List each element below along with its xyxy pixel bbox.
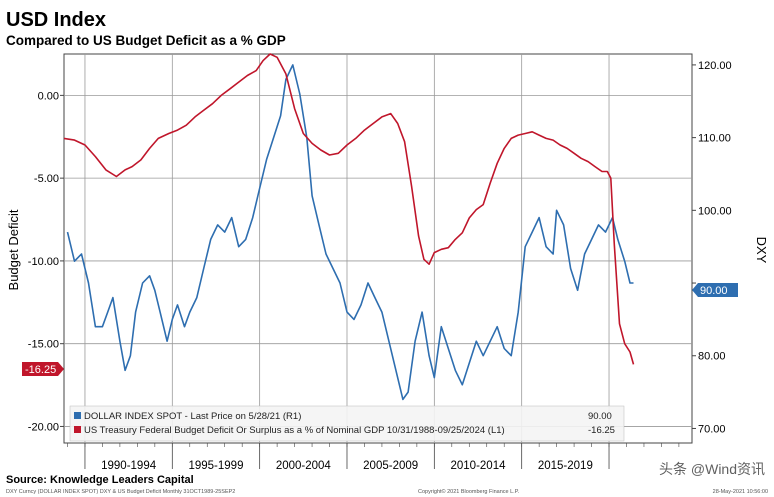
budget-deficit-line <box>63 53 635 365</box>
plot-area <box>63 53 693 444</box>
watermark: 头条 @Wind资讯 <box>659 461 765 477</box>
left-tick-label: -10.00 <box>28 256 59 268</box>
legend-value-deficit: -16.25 <box>588 425 615 436</box>
x-group-label: 1995-1999 <box>188 460 243 472</box>
dxy-line <box>66 64 634 401</box>
left-tick-label: 0.00 <box>38 90 59 102</box>
x-group-label: 2005-2009 <box>363 460 418 472</box>
right-tick-label: 80.00 <box>698 351 726 363</box>
footer-left: DXY Curncy (DOLLAR INDEX SPOT) DXY & US … <box>6 489 235 495</box>
legend-value-dxy: 90.00 <box>588 411 612 422</box>
legend-label-dxy: DOLLAR INDEX SPOT - Last Price on 5/28/2… <box>84 411 301 422</box>
left-tick-label: -15.00 <box>28 339 59 351</box>
legend-label-deficit: US Treasury Federal Budget Deficit Or Su… <box>84 425 505 436</box>
x-group-label: 1990-1994 <box>101 460 157 472</box>
x-group-label: 2015-2019 <box>538 460 593 472</box>
legend-box <box>69 405 625 442</box>
chart-subtitle: Compared to US Budget Deficit as a % GDP <box>6 33 286 48</box>
footer-right: 28-May-2021 10:56:00 <box>713 489 768 495</box>
series-lines <box>63 53 635 401</box>
legend-swatch-dxy <box>74 412 81 419</box>
right-axis: 120.00 110.00 100.00 80.00 70.00 <box>692 60 732 435</box>
right-tick-label: 100.00 <box>698 205 732 217</box>
dxy-last-value-tag: 90.00 <box>692 283 738 297</box>
source-note: Source: Knowledge Leaders Capital <box>6 474 194 486</box>
left-axis: 0.00 -5.00 -10.00 -15.00 -20.00 <box>28 90 64 433</box>
legend-swatch-deficit <box>74 426 81 433</box>
x-group-label: 2010-2014 <box>451 460 507 472</box>
deficit-last-value: -16.25 <box>25 364 56 376</box>
dxy-last-value: 90.00 <box>700 285 728 297</box>
x-group-label: 2000-2004 <box>276 460 332 472</box>
chart-title: USD Index <box>6 9 106 31</box>
left-tick-label: -5.00 <box>34 173 59 185</box>
right-axis-label: DXY <box>754 237 769 264</box>
right-tick-label: 120.00 <box>698 60 732 72</box>
right-tick-label: 110.00 <box>698 133 731 145</box>
footer-center: Copyright© 2021 Bloomberg Finance L.P. <box>418 488 520 495</box>
deficit-last-value-tag: -16.25 <box>22 362 64 376</box>
x-axis: 1990-1994 1995-1999 2000-2004 2005-2009 2010… <box>67 443 680 472</box>
left-axis-label: Budget Deficit <box>6 209 21 290</box>
right-tick-label: 70.00 <box>698 423 726 435</box>
left-tick-label: -20.00 <box>28 421 59 433</box>
